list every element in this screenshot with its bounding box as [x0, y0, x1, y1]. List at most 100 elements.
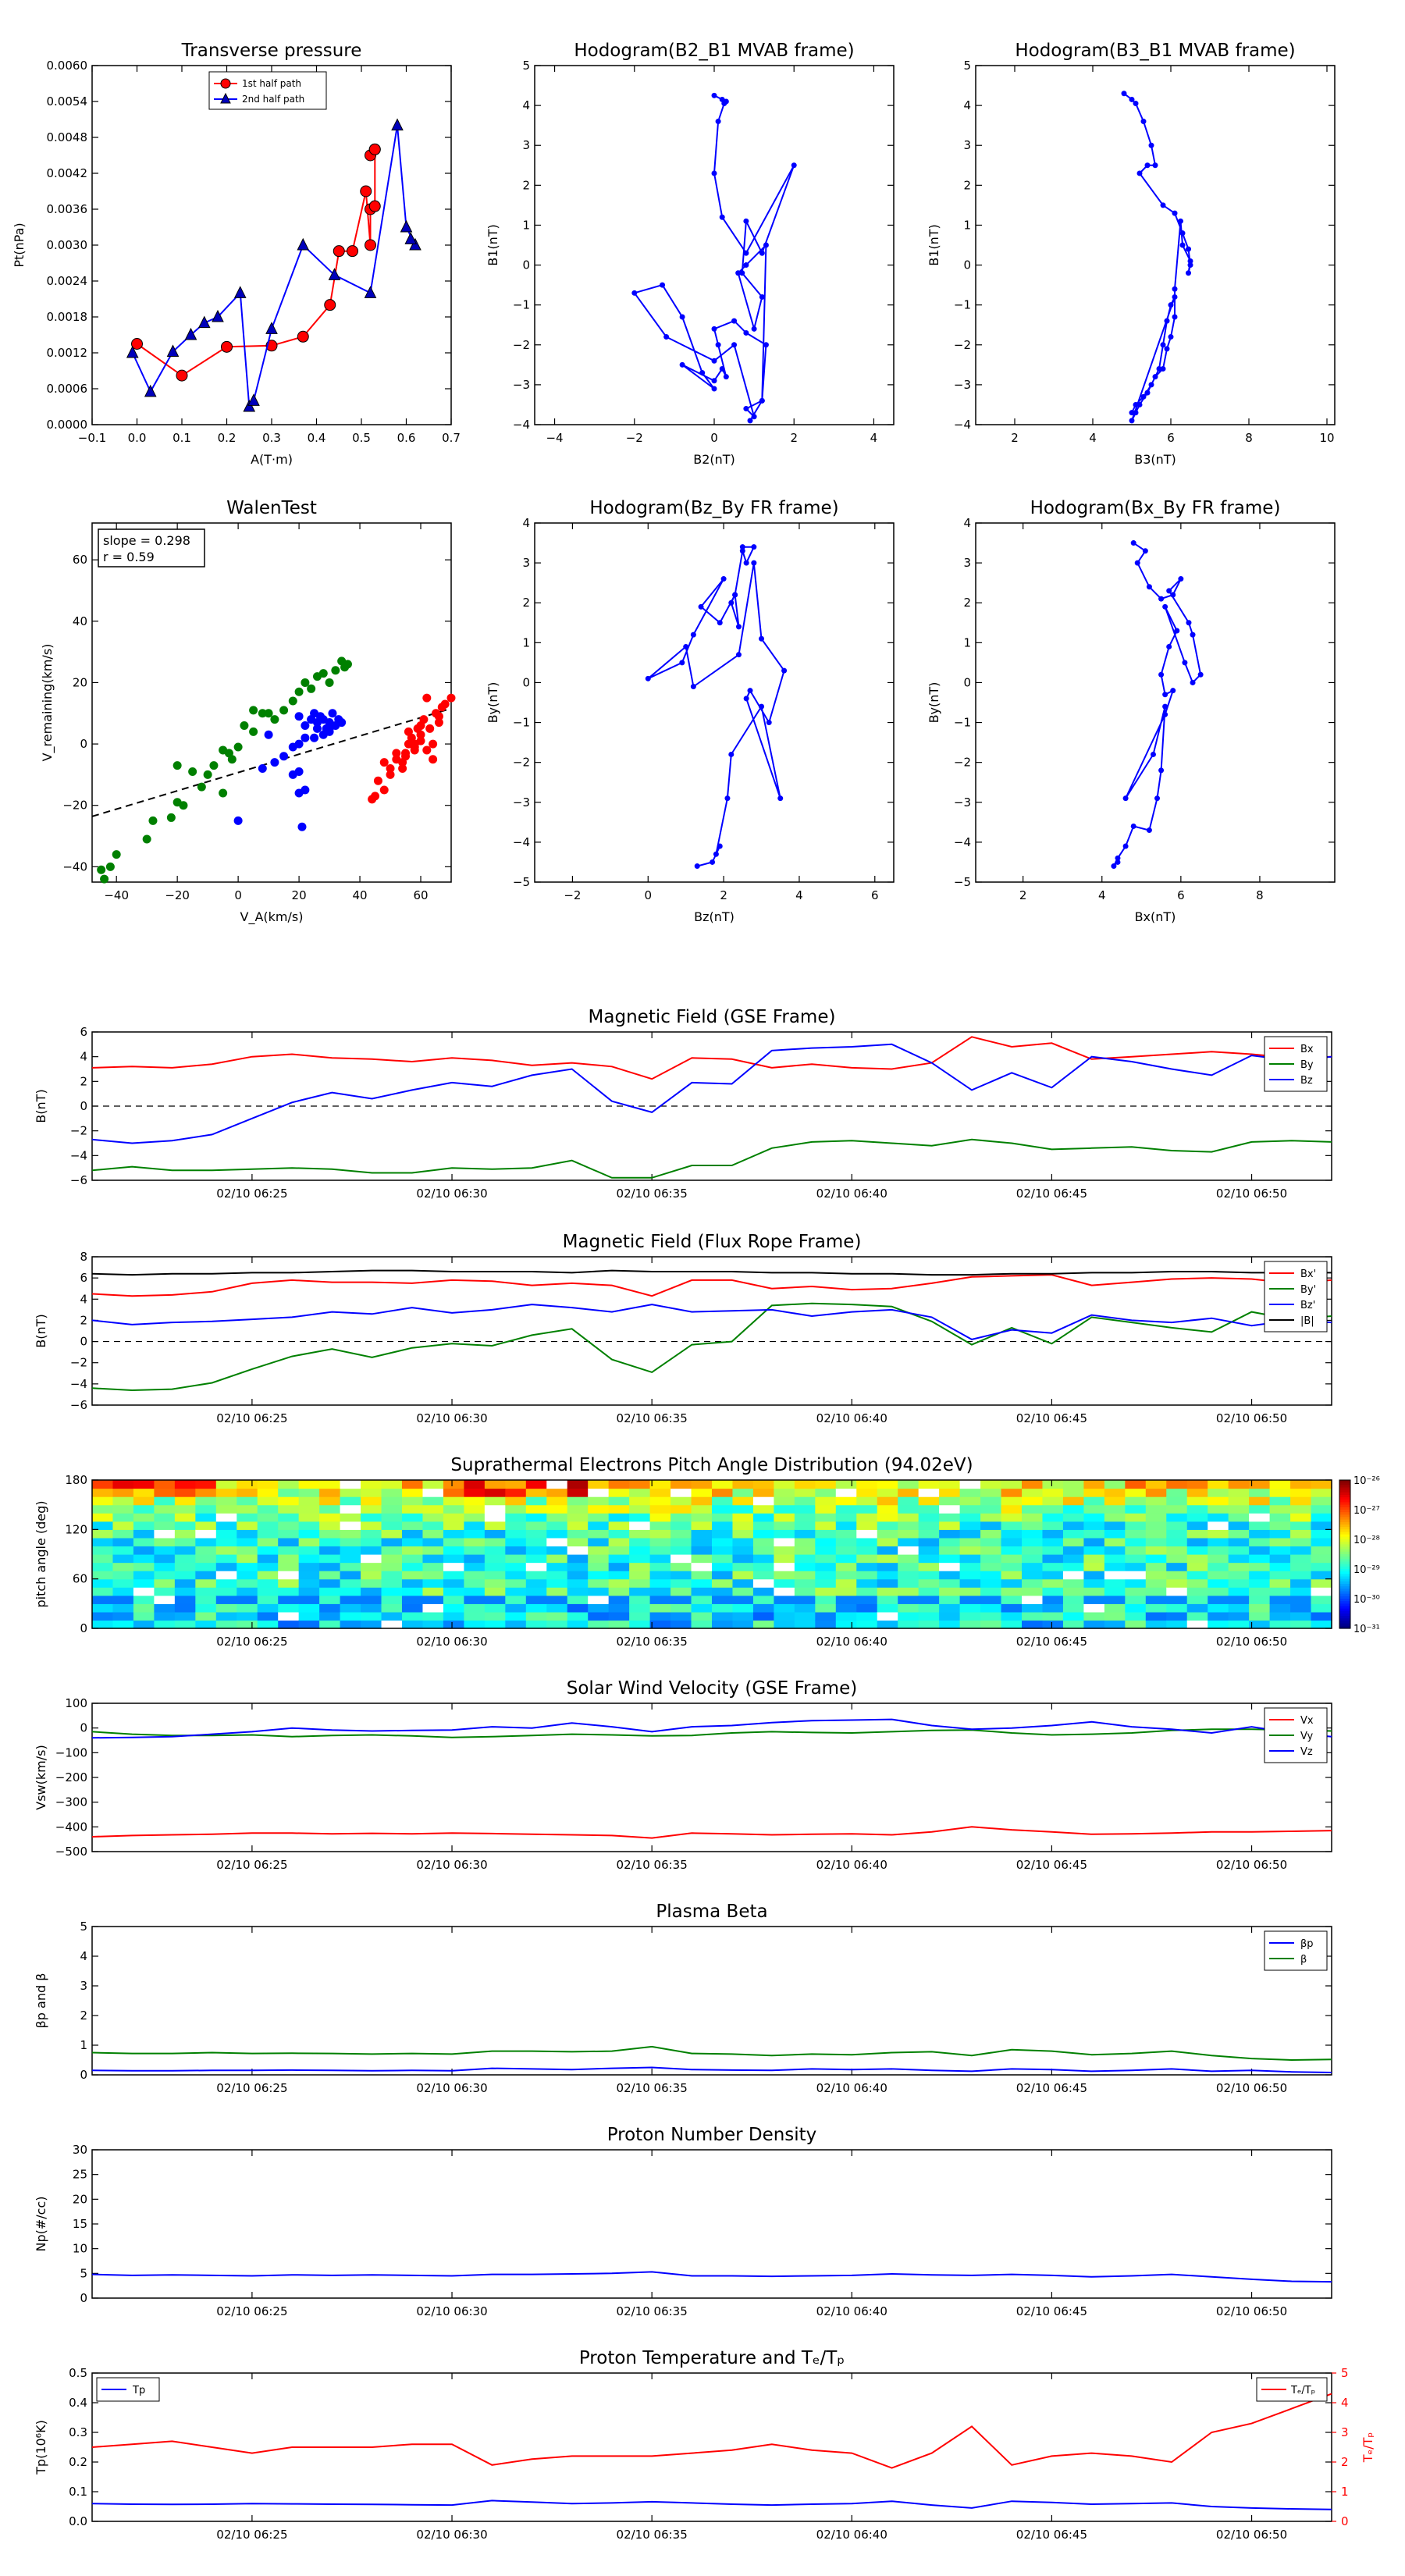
tp-ytick-label: 0.0030 — [47, 238, 88, 252]
tp-axes: Transverse pressure0.00000.00060.00120.0… — [12, 41, 461, 467]
walen-point — [301, 678, 310, 687]
pad-cell — [1166, 1504, 1188, 1514]
pad-cell — [525, 1587, 547, 1596]
vsw-xtick-label: 02/10 06:35 — [617, 1858, 688, 1872]
pad-xtick-label: 02/10 06:40 — [816, 1635, 887, 1649]
pad-cell — [1042, 1603, 1064, 1613]
h3-point — [690, 632, 696, 638]
h4-point — [1197, 671, 1204, 678]
h2-ylabel: B1(nT) — [927, 224, 941, 266]
pad-cell — [608, 1504, 630, 1514]
pad-cell — [856, 1496, 878, 1506]
pad-cell — [918, 1578, 940, 1588]
pad-cell — [340, 1529, 361, 1539]
pad-xtick-label: 02/10 06:35 — [617, 1635, 688, 1649]
pad-cell — [402, 1595, 424, 1604]
beta-xtick-label: 02/10 06:50 — [1216, 2081, 1287, 2095]
pad-cell — [298, 1488, 320, 1497]
pad-cell — [257, 1496, 279, 1506]
pad-colorbar-step — [1339, 1599, 1350, 1602]
pad-cell — [422, 1521, 444, 1530]
h4-ytick-label: −1 — [954, 716, 971, 730]
pad-cell — [1125, 1521, 1147, 1530]
h3-xtick-label: −2 — [564, 888, 581, 902]
h3-ytick-label: 1 — [522, 635, 530, 649]
pad-cell — [1083, 1537, 1105, 1547]
pad-colorbar-step — [1339, 1527, 1350, 1530]
pad-cell — [278, 1488, 300, 1497]
pad-cell — [959, 1620, 981, 1629]
h3-point — [781, 667, 788, 674]
pad-cell — [670, 1620, 692, 1629]
h1-point — [663, 334, 670, 340]
pad-cell — [752, 1513, 774, 1522]
h3-point — [759, 703, 765, 710]
walen-point — [343, 660, 352, 669]
pad-cell — [443, 1571, 464, 1580]
pad-cell — [112, 1578, 134, 1588]
pad-cell — [1042, 1620, 1064, 1629]
pad-cell — [856, 1521, 878, 1530]
pad-cell — [1042, 1504, 1064, 1514]
np-ytick-label: 10 — [73, 2242, 87, 2256]
pad-cell — [1186, 1488, 1208, 1497]
pad-cell — [1125, 1554, 1147, 1564]
pad-cell — [525, 1496, 547, 1506]
pad-cell — [298, 1603, 320, 1613]
pad-cell — [195, 1611, 217, 1621]
pad-cell — [856, 1595, 878, 1604]
pad-cell — [629, 1521, 651, 1530]
pad-cell — [877, 1513, 898, 1522]
pad-colorbar-step — [1339, 1566, 1350, 1570]
pad-cell — [1125, 1496, 1147, 1506]
pad-cell — [918, 1480, 940, 1489]
pad-cell — [1186, 1529, 1208, 1539]
pad-cell — [174, 1562, 196, 1571]
tp-point — [404, 232, 418, 244]
pad-cell — [1186, 1595, 1208, 1604]
pad-colorbar-step — [1339, 1576, 1350, 1580]
pad-cell — [402, 1603, 424, 1613]
pad-cell — [649, 1603, 671, 1613]
pad-cell — [1311, 1546, 1332, 1555]
h4-point — [1154, 795, 1161, 802]
pad-cell — [340, 1521, 361, 1530]
pad-cell — [712, 1620, 734, 1629]
h4-xtick-label: 2 — [1019, 888, 1027, 902]
pad-cell — [835, 1513, 857, 1522]
vsw-ytick-label: 0 — [80, 1721, 87, 1735]
walen-point — [392, 749, 401, 758]
pad-cell — [1083, 1595, 1105, 1604]
pad-cell — [92, 1554, 114, 1564]
pad-cell — [1125, 1603, 1147, 1613]
pad-cell — [1249, 1595, 1271, 1604]
pad-cell — [1166, 1587, 1188, 1596]
pad-cell — [174, 1595, 196, 1604]
pad-cell — [484, 1571, 506, 1580]
tp_temp-legend-left: Tp — [96, 2377, 160, 2402]
pad-cell — [525, 1554, 547, 1564]
pad-cell — [815, 1587, 837, 1596]
pad-cell — [649, 1571, 671, 1580]
h3-point — [747, 688, 753, 694]
walen-xtick-label: 60 — [413, 888, 428, 902]
pad-cell — [92, 1513, 114, 1522]
np-xtick-label: 02/10 06:25 — [216, 2304, 287, 2318]
h2-point — [1156, 365, 1162, 372]
pad-cell — [712, 1480, 734, 1489]
pad-cell — [608, 1611, 630, 1621]
pad-cell — [1249, 1603, 1271, 1613]
pad-cell — [278, 1480, 300, 1489]
pad-cell — [505, 1513, 527, 1522]
pad-cell — [361, 1529, 382, 1539]
pad-cell — [278, 1571, 300, 1580]
pad-cell — [546, 1546, 568, 1555]
pad-cell — [898, 1513, 919, 1522]
pad-cell — [712, 1546, 734, 1555]
pad-cell — [215, 1546, 237, 1555]
pad-cell — [422, 1554, 444, 1564]
pad-colorbar-label: 10⁻²⁹ — [1353, 1564, 1380, 1576]
pad-cell — [1208, 1571, 1229, 1580]
pad-cell — [649, 1529, 671, 1539]
pad-cell — [257, 1611, 279, 1621]
